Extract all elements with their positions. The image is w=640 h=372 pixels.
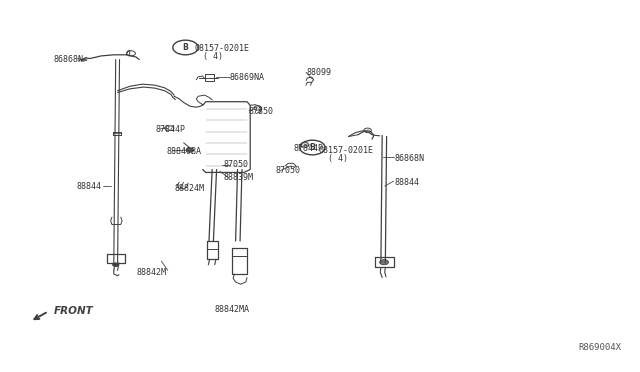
Text: 86869NA: 86869NA	[230, 73, 265, 82]
Text: 86868N: 86868N	[54, 55, 84, 64]
Text: 86868N: 86868N	[395, 154, 425, 163]
Text: 08157-0201E: 08157-0201E	[318, 145, 373, 155]
Text: R869004X: R869004X	[579, 343, 621, 352]
Circle shape	[186, 148, 194, 152]
Circle shape	[380, 260, 388, 265]
Circle shape	[113, 263, 119, 267]
Text: 88839M: 88839M	[223, 173, 253, 182]
Text: ( 4): ( 4)	[328, 154, 348, 163]
Text: 08157-0201E: 08157-0201E	[195, 44, 250, 53]
Text: B: B	[182, 43, 188, 52]
Text: 88842M: 88842M	[136, 267, 166, 277]
Text: 87844P: 87844P	[293, 144, 323, 153]
Text: 88844: 88844	[395, 178, 420, 187]
Text: 87050: 87050	[276, 166, 301, 175]
Text: ( 4): ( 4)	[204, 52, 223, 61]
Text: 87844P: 87844P	[155, 125, 185, 134]
Text: 88099: 88099	[306, 68, 331, 77]
Text: 88844: 88844	[76, 182, 101, 190]
Text: 87050: 87050	[223, 160, 248, 169]
Text: 87850: 87850	[249, 107, 274, 116]
Text: 88824M: 88824M	[174, 184, 204, 193]
Text: 88842MA: 88842MA	[214, 305, 249, 314]
Text: B: B	[310, 143, 316, 152]
Text: FRONT: FRONT	[54, 305, 93, 315]
Text: 88840BA: 88840BA	[166, 147, 202, 156]
